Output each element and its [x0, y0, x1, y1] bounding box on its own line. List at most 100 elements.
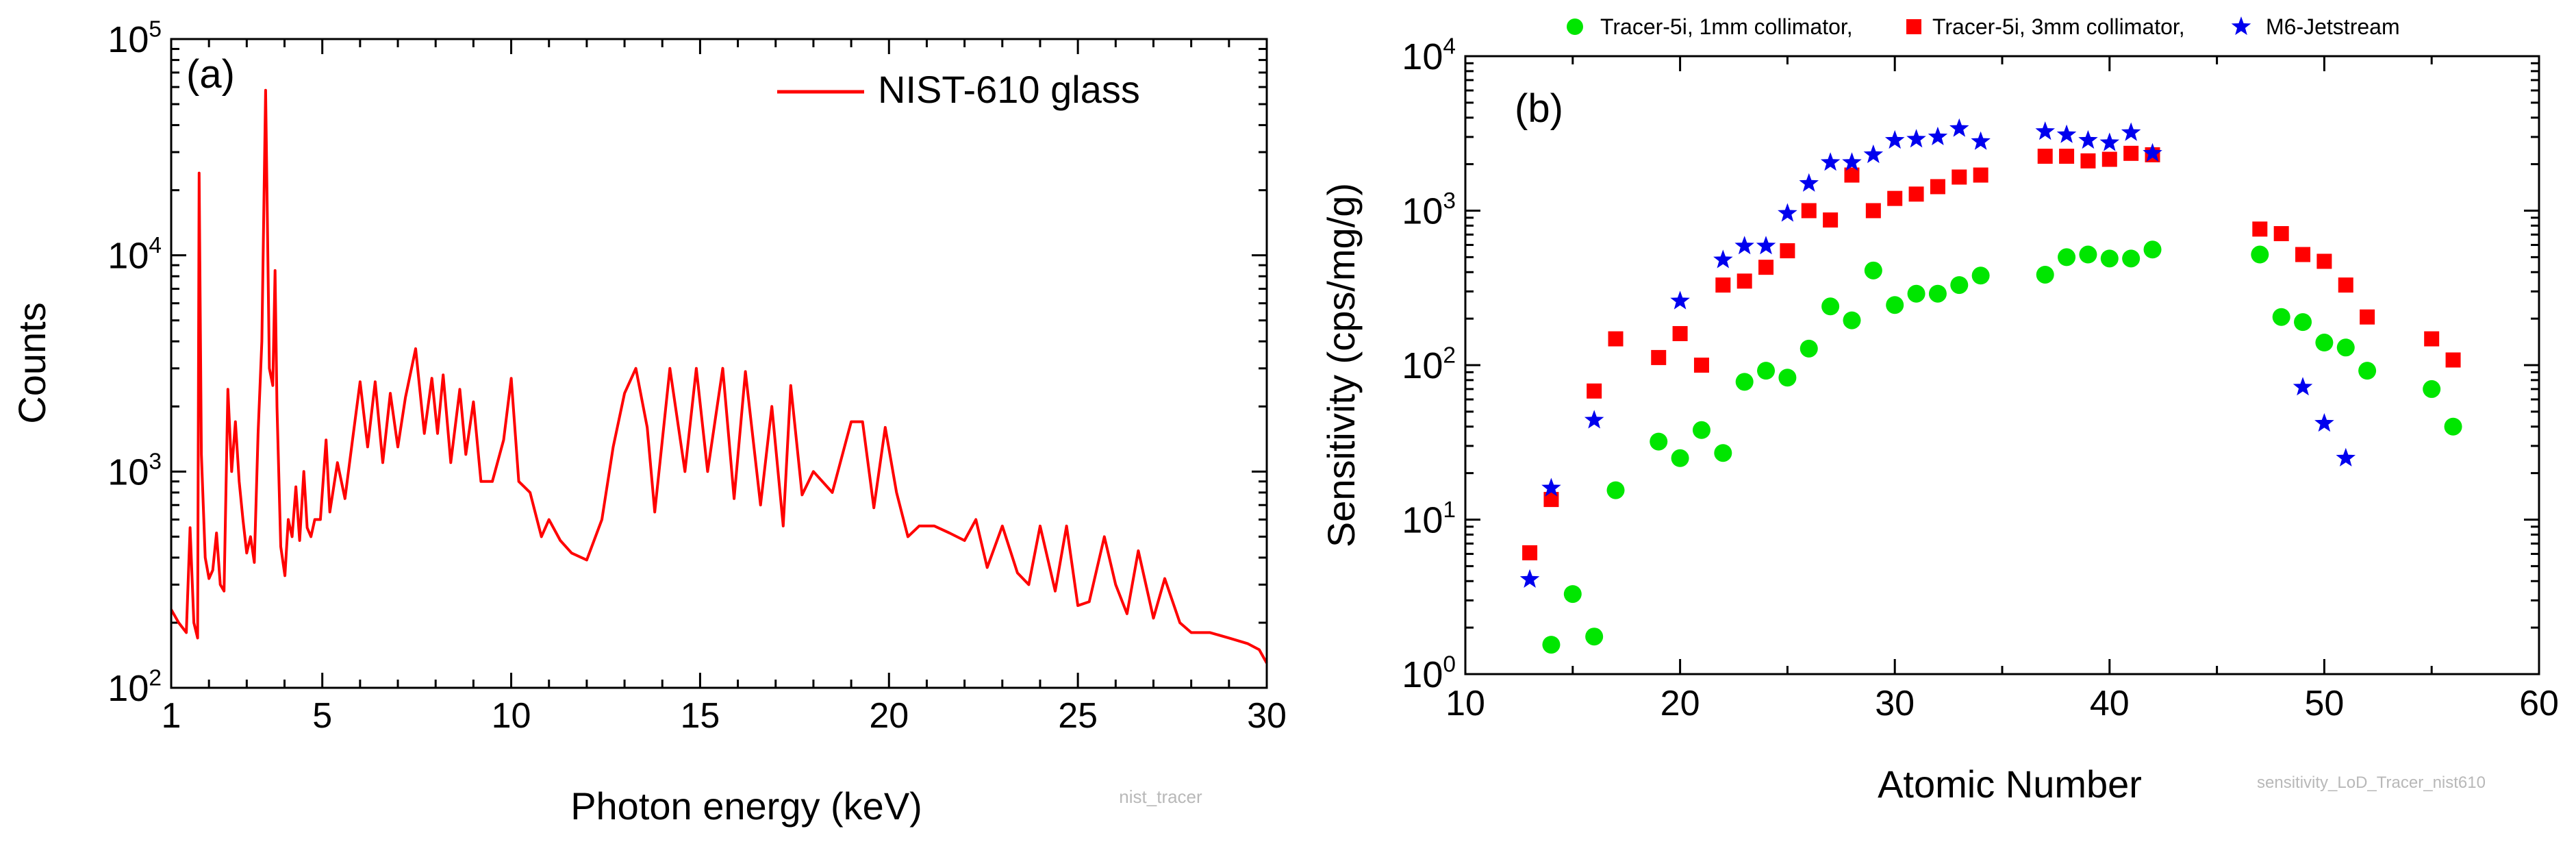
point-m6-jetstream [1842, 152, 1862, 171]
spectrum-y-ticks: 102 103 104 105 [108, 16, 1267, 709]
point-1mm-collimator [2444, 417, 2462, 436]
sensitivity-y-tick-label: 103 [1402, 188, 1456, 232]
sensitivity-markers [1519, 118, 2462, 654]
panel-a-label: (a) [186, 52, 235, 97]
spectrum-x-tick-label: 15 [680, 696, 720, 736]
sensitivity-x-tick-label: 40 [2090, 684, 2130, 723]
point-3mm-collimator [1543, 492, 1559, 508]
point-3mm-collimator [1758, 260, 1774, 275]
point-3mm-collimator [1672, 325, 1688, 341]
point-m6-jetstream [1884, 129, 1905, 149]
point-3mm-collimator [1693, 358, 1709, 373]
spectrum-y-tick-label: 105 [108, 16, 162, 60]
point-m6-jetstream [1928, 126, 1948, 145]
sensitivity-legend: Tracer-5i, 1mm collimator, Tracer-5i, 3m… [1567, 14, 2400, 39]
legend-marker-circle [1567, 18, 1583, 35]
point-1mm-collimator [1843, 311, 1861, 330]
point-3mm-collimator [1737, 273, 1752, 289]
point-3mm-collimator [2445, 352, 2461, 368]
point-m6-jetstream [1734, 236, 1754, 255]
legend-label-1mm: Tracer-5i, 1mm collimator, [1600, 14, 1853, 39]
point-3mm-collimator [1780, 243, 1795, 259]
point-3mm-collimator [1973, 167, 1988, 183]
point-3mm-collimator [2080, 153, 2096, 169]
point-1mm-collimator [2036, 265, 2054, 284]
point-m6-jetstream [1906, 129, 1926, 148]
point-m6-jetstream [2121, 122, 2141, 141]
point-m6-jetstream [1519, 569, 1540, 588]
spectrum-x-tick-label: 30 [1247, 696, 1287, 736]
sensitivity-x-tick-label: 10 [1445, 684, 1485, 723]
spectrum-x-tick-label: 5 [312, 696, 332, 736]
point-1mm-collimator [1692, 421, 1710, 439]
point-1mm-collimator [1563, 585, 1582, 604]
point-m6-jetstream [1971, 131, 1991, 150]
point-m6-jetstream [1756, 236, 1776, 255]
point-1mm-collimator [2315, 334, 2334, 352]
point-3mm-collimator [1801, 203, 1817, 219]
point-m6-jetstream [1778, 203, 1797, 222]
point-3mm-collimator [2424, 331, 2440, 347]
point-m6-jetstream [2143, 142, 2162, 162]
sensitivity-y-tick-label: 104 [1402, 34, 1456, 77]
sensitivity-x-tick-label: 60 [2519, 684, 2559, 723]
point-1mm-collimator [2272, 308, 2290, 326]
point-m6-jetstream [2099, 132, 2120, 151]
point-1mm-collimator [1778, 369, 1797, 387]
point-1mm-collimator [2079, 245, 2097, 264]
point-3mm-collimator [2101, 151, 2117, 167]
point-1mm-collimator [1886, 296, 1904, 314]
point-1mm-collimator [1757, 362, 1776, 380]
point-1mm-collimator [2251, 245, 2269, 264]
point-1mm-collimator [1907, 284, 1925, 303]
point-1mm-collimator [1800, 339, 1818, 358]
sensitivity-x-tick-label: 50 [2304, 684, 2344, 723]
panel-b-label: (b) [1515, 86, 1563, 131]
point-1mm-collimator [1542, 636, 1561, 654]
spectrum-plot-frame [170, 38, 1268, 689]
point-1mm-collimator [1928, 284, 1947, 303]
point-1mm-collimator [1950, 276, 1969, 295]
point-1mm-collimator [2358, 362, 2377, 380]
spectrum-series-line [170, 88, 1268, 664]
point-m6-jetstream [1670, 290, 1690, 310]
point-3mm-collimator [1587, 383, 1602, 399]
sensitivity-x-tick-label: 30 [1875, 684, 1915, 723]
point-1mm-collimator [2058, 248, 2076, 266]
point-m6-jetstream [2078, 129, 2098, 149]
point-3mm-collimator [1608, 331, 1624, 347]
spectrum-x-tick-label: 1 [162, 696, 181, 736]
legend-label-3mm: Tracer-5i, 3mm collimator, [1932, 14, 2185, 39]
sensitivity-panel: (b) 10 20 30 40 50 60 100 101 102 103 104 Tracer-… [1319, 14, 2559, 806]
point-1mm-collimator [2100, 249, 2119, 268]
point-1mm-collimator [1585, 628, 1604, 646]
point-1mm-collimator [1714, 444, 1732, 462]
point-3mm-collimator [2037, 149, 2053, 164]
point-m6-jetstream [1949, 118, 1969, 137]
point-m6-jetstream [1584, 410, 1604, 429]
point-3mm-collimator [2338, 277, 2353, 293]
point-3mm-collimator [1930, 179, 1945, 195]
spectrum-x-tick-label: 20 [869, 696, 909, 736]
sensitivity-watermark: sensitivity_LoD_Tracer_nist610 [2257, 773, 2486, 792]
point-1mm-collimator [1650, 432, 1668, 451]
point-3mm-collimator [2059, 149, 2075, 164]
point-m6-jetstream [1820, 152, 1841, 171]
spectrum-x-tick-label: 25 [1058, 696, 1098, 736]
point-3mm-collimator [2360, 309, 2375, 325]
point-3mm-collimator [1823, 212, 1839, 228]
spectrum-y-axis-title: Counts [10, 302, 53, 423]
point-3mm-collimator [1522, 545, 1538, 560]
point-1mm-collimator [1606, 481, 1625, 499]
point-m6-jetstream [2314, 413, 2334, 432]
point-1mm-collimator [2336, 338, 2355, 357]
point-m6-jetstream [2056, 124, 2077, 143]
legend-label-jetstream: M6-Jetstream [2266, 14, 2400, 39]
point-1mm-collimator [2423, 380, 2441, 398]
point-3mm-collimator [1952, 169, 1967, 185]
point-m6-jetstream [1863, 144, 1884, 164]
spectrum-watermark: nist_tracer [1119, 786, 1202, 807]
spectrum-x-tick-label: 10 [492, 696, 531, 736]
point-3mm-collimator [1651, 349, 1667, 365]
